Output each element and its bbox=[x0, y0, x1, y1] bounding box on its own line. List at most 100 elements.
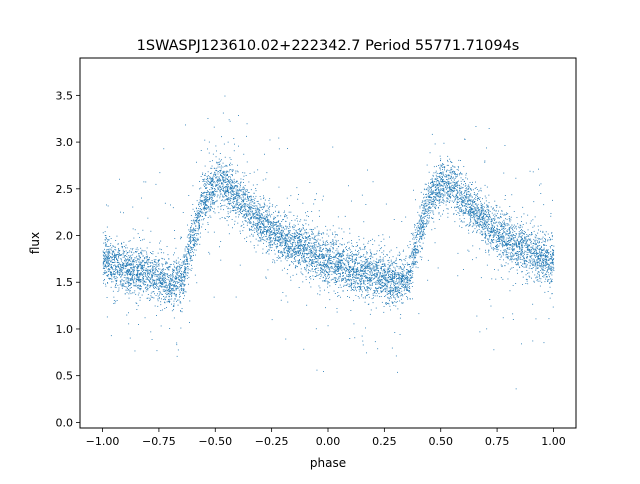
data-point bbox=[457, 197, 458, 199]
data-point bbox=[322, 195, 324, 197]
data-point bbox=[443, 202, 445, 204]
data-point bbox=[482, 225, 484, 227]
data-point bbox=[474, 207, 476, 209]
data-point bbox=[149, 297, 151, 299]
data-point bbox=[249, 217, 251, 219]
data-point bbox=[355, 273, 357, 275]
data-point bbox=[320, 272, 322, 274]
data-point bbox=[424, 189, 426, 191]
data-point bbox=[380, 267, 382, 268]
data-point bbox=[502, 236, 504, 238]
data-point bbox=[212, 176, 214, 178]
data-point bbox=[313, 238, 315, 240]
data-point bbox=[416, 226, 418, 228]
data-point bbox=[152, 266, 154, 268]
data-point bbox=[133, 268, 135, 270]
data-point bbox=[454, 207, 455, 209]
data-point bbox=[304, 231, 306, 233]
data-point bbox=[429, 210, 431, 212]
data-point bbox=[293, 248, 295, 249]
data-point bbox=[424, 199, 426, 201]
data-point bbox=[541, 253, 543, 255]
data-point bbox=[164, 289, 166, 291]
data-point bbox=[126, 289, 128, 291]
data-point bbox=[237, 194, 239, 196]
data-point bbox=[245, 213, 247, 215]
data-point bbox=[461, 209, 463, 211]
data-point bbox=[449, 197, 451, 199]
data-point bbox=[224, 218, 226, 219]
data-point bbox=[443, 166, 445, 168]
data-point bbox=[208, 206, 209, 207]
data-point bbox=[116, 300, 118, 301]
data-point bbox=[438, 191, 440, 193]
data-point bbox=[265, 238, 267, 240]
data-point bbox=[228, 233, 230, 235]
data-point bbox=[117, 243, 119, 245]
data-point bbox=[242, 230, 244, 232]
data-point bbox=[206, 195, 208, 197]
data-point bbox=[514, 243, 516, 245]
data-point bbox=[501, 236, 503, 238]
data-point bbox=[190, 250, 191, 252]
data-point bbox=[196, 218, 198, 220]
data-point bbox=[275, 233, 276, 235]
data-point bbox=[421, 248, 422, 249]
data-point bbox=[461, 227, 463, 228]
data-point bbox=[428, 193, 429, 194]
data-point bbox=[351, 279, 353, 280]
data-point bbox=[414, 264, 416, 266]
data-point bbox=[474, 207, 476, 209]
data-point bbox=[296, 273, 298, 275]
data-point bbox=[109, 252, 111, 254]
data-point bbox=[308, 271, 309, 273]
data-point bbox=[459, 190, 461, 192]
data-point bbox=[327, 283, 329, 285]
data-point bbox=[390, 286, 392, 288]
data-point bbox=[482, 221, 483, 223]
data-point bbox=[358, 280, 360, 281]
data-point bbox=[369, 261, 371, 263]
data-point bbox=[538, 168, 539, 170]
data-point bbox=[264, 226, 266, 228]
data-point bbox=[378, 235, 380, 237]
data-point bbox=[189, 322, 190, 323]
data-point bbox=[123, 286, 125, 287]
data-point bbox=[459, 193, 460, 195]
data-point bbox=[329, 254, 331, 256]
data-point bbox=[319, 265, 321, 266]
data-point bbox=[435, 185, 437, 187]
data-point bbox=[429, 207, 431, 208]
data-point bbox=[409, 244, 411, 245]
data-point bbox=[233, 187, 235, 188]
data-point bbox=[358, 252, 360, 254]
data-point bbox=[548, 274, 550, 276]
data-point bbox=[211, 177, 213, 179]
data-point bbox=[390, 278, 392, 280]
data-point bbox=[319, 264, 321, 265]
data-point bbox=[334, 243, 336, 245]
data-point bbox=[325, 278, 327, 280]
data-point bbox=[453, 172, 455, 174]
data-point bbox=[302, 252, 303, 254]
data-point bbox=[512, 250, 514, 252]
data-point bbox=[201, 194, 202, 196]
data-point bbox=[225, 171, 227, 173]
data-point bbox=[299, 249, 300, 251]
data-point bbox=[509, 219, 510, 221]
data-point bbox=[256, 231, 258, 233]
data-point bbox=[426, 205, 428, 207]
data-point bbox=[195, 219, 197, 221]
data-point bbox=[533, 225, 535, 227]
data-point bbox=[121, 285, 123, 287]
data-point bbox=[402, 287, 404, 288]
data-point bbox=[462, 179, 464, 181]
data-point bbox=[551, 236, 553, 238]
data-point bbox=[232, 175, 233, 177]
data-point bbox=[327, 281, 329, 282]
data-point bbox=[447, 190, 448, 192]
data-point bbox=[426, 219, 428, 221]
data-point bbox=[312, 229, 314, 230]
data-point bbox=[510, 252, 512, 254]
data-point bbox=[361, 335, 363, 337]
